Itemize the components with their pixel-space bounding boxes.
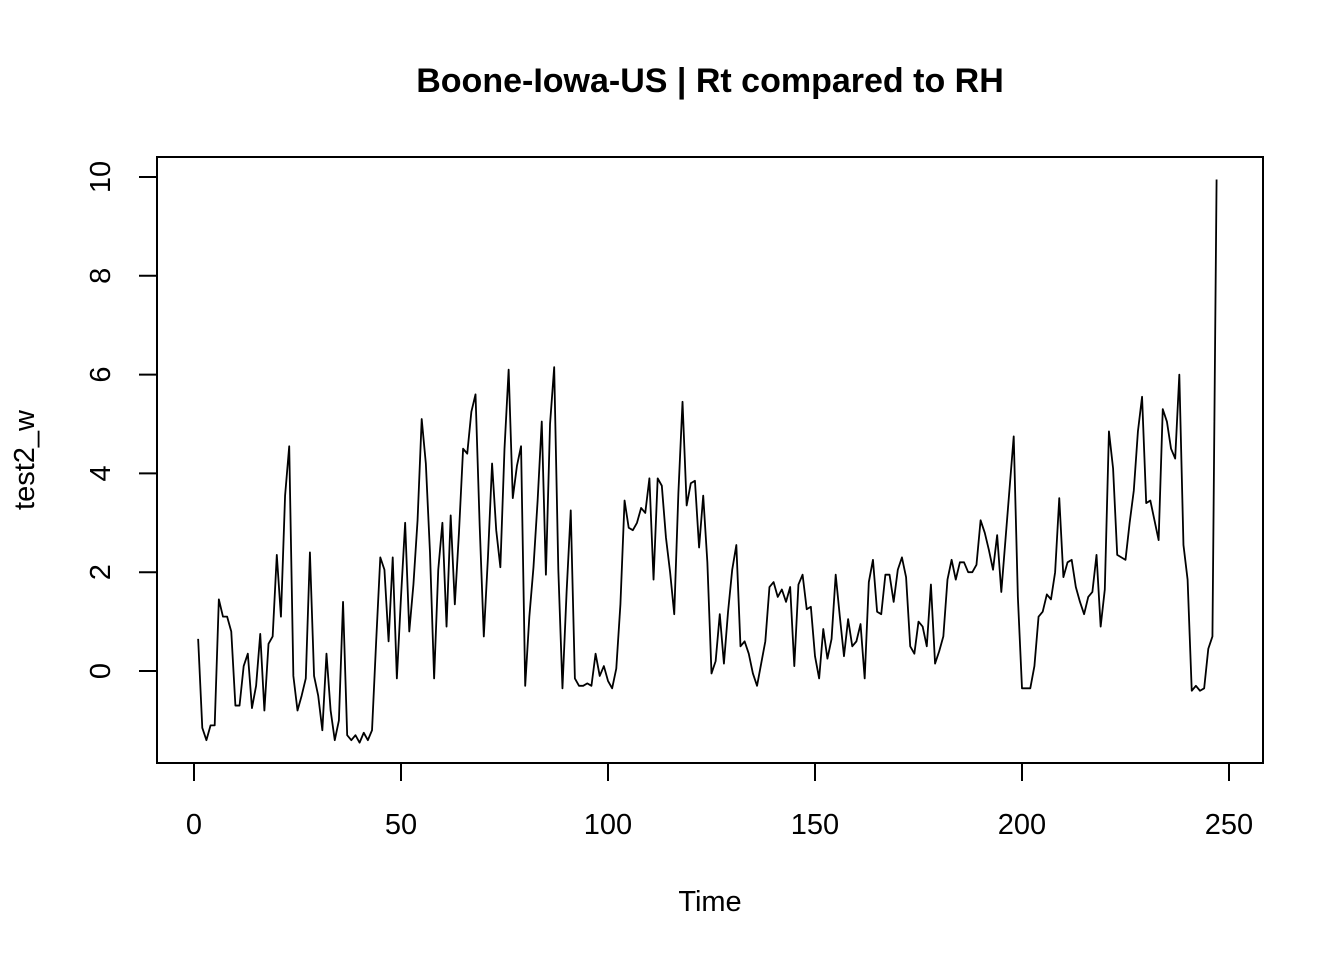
x-tick-label: 100: [584, 809, 632, 841]
x-tick-label: 150: [791, 809, 839, 841]
y-tick-label: 4: [85, 465, 117, 481]
y-axis: 0 2 4 6 8 10: [85, 161, 158, 679]
series-group: [197, 179, 1218, 744]
y-tick-label: 2: [85, 564, 117, 580]
x-tick-label: 250: [1205, 809, 1253, 841]
x-tick-label: 50: [385, 809, 417, 841]
chart-title: Boone-Iowa-US | Rt compared to RH: [416, 62, 1004, 100]
y-tick-label: 10: [85, 161, 117, 193]
x-tick-label: 200: [998, 809, 1046, 841]
x-tick-label: 0: [186, 809, 202, 841]
series-line: [197, 179, 1218, 744]
y-tick-label: 8: [85, 268, 117, 284]
y-tick-label: 0: [85, 663, 117, 679]
y-axis-label: test2_w: [9, 409, 41, 510]
x-axis-label: Time: [678, 886, 741, 918]
x-axis: 0 50 100 150 200 250: [186, 762, 1253, 841]
y-tick-label: 6: [85, 367, 117, 383]
